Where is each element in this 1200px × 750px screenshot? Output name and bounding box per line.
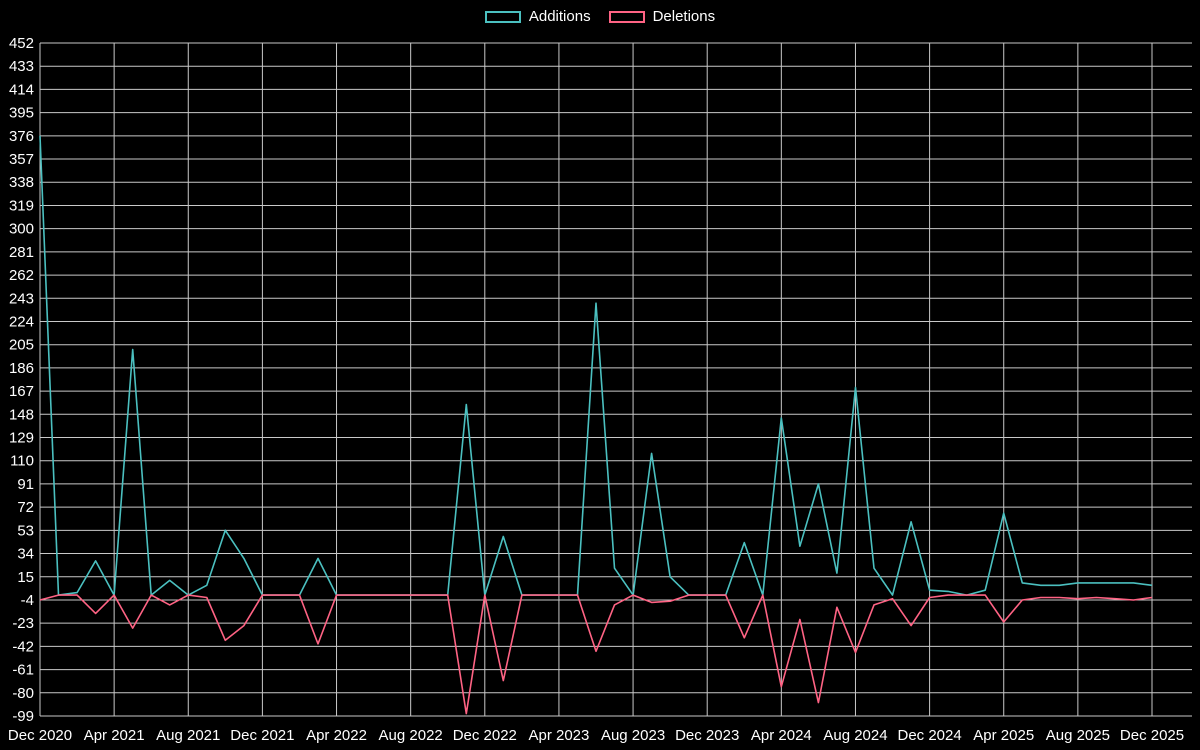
y-tick-label: 148 (9, 406, 34, 423)
y-tick-label: 414 (9, 81, 34, 98)
x-tick-label: Apr 2023 (528, 727, 589, 744)
chart-legend: Additions Deletions (0, 8, 1200, 25)
x-tick-label: Dec 2024 (897, 727, 961, 744)
x-tick-label: Dec 2021 (230, 727, 294, 744)
x-tick-label: Dec 2023 (675, 727, 739, 744)
x-tick-label: Aug 2023 (601, 727, 665, 744)
y-tick-label: 91 (17, 476, 34, 493)
x-tick-label: Aug 2025 (1046, 727, 1110, 744)
y-tick-label: 433 (9, 58, 34, 75)
y-tick-label: 243 (9, 290, 34, 307)
y-tick-label: 262 (9, 267, 34, 284)
y-tick-label: -99 (12, 708, 34, 725)
additions-line (39, 135, 1153, 596)
x-tick-label: Aug 2022 (379, 727, 443, 744)
deletions-label: Deletions (652, 8, 716, 25)
y-tick-label: 300 (9, 221, 34, 238)
y-tick-label: -23 (12, 615, 34, 632)
y-tick-label: 15 (17, 569, 34, 586)
x-tick-label: Apr 2025 (973, 727, 1034, 744)
y-tick-label: 53 (17, 522, 34, 539)
y-tick-label: 110 (10, 453, 34, 470)
x-tick-label: Dec 2022 (453, 727, 517, 744)
x-tick-label: Aug 2021 (156, 727, 220, 744)
y-tick-label: 205 (9, 337, 34, 354)
additions-label: Additions (528, 8, 591, 25)
y-tick-label: 129 (9, 430, 34, 447)
x-tick-label: Apr 2021 (84, 727, 145, 744)
y-tick-label: 319 (9, 197, 34, 214)
y-tick-label: 376 (9, 128, 34, 145)
x-tick-label: Dec 2020 (8, 727, 72, 744)
x-tick-label: Dec 2025 (1120, 727, 1184, 744)
y-tick-label: 395 (9, 105, 34, 122)
x-tick-label: Apr 2024 (751, 727, 812, 744)
y-tick-label: -42 (12, 638, 34, 655)
y-tick-label: 281 (9, 244, 34, 261)
y-tick-label: 34 (17, 546, 34, 563)
y-tick-label: 72 (17, 499, 34, 516)
y-tick-label: 452 (9, 35, 34, 52)
additions-swatch (484, 10, 521, 23)
y-tick-label: 167 (9, 383, 34, 400)
legend-item-deletions[interactable]: Deletions (608, 8, 716, 25)
legend-item-additions[interactable]: Additions (484, 8, 591, 25)
deletions-line (39, 594, 1153, 715)
y-tick-label: 338 (9, 174, 34, 191)
y-tick-label: -80 (12, 685, 34, 702)
y-tick-label: 357 (9, 151, 34, 168)
x-tick-label: Apr 2022 (306, 727, 367, 744)
y-tick-label: -4 (21, 592, 34, 609)
y-tick-label: 186 (9, 360, 34, 377)
x-tick-label: Aug 2024 (823, 727, 887, 744)
y-tick-label: 224 (9, 313, 34, 330)
deletions-swatch (608, 10, 645, 23)
y-tick-label: -61 (12, 662, 34, 679)
